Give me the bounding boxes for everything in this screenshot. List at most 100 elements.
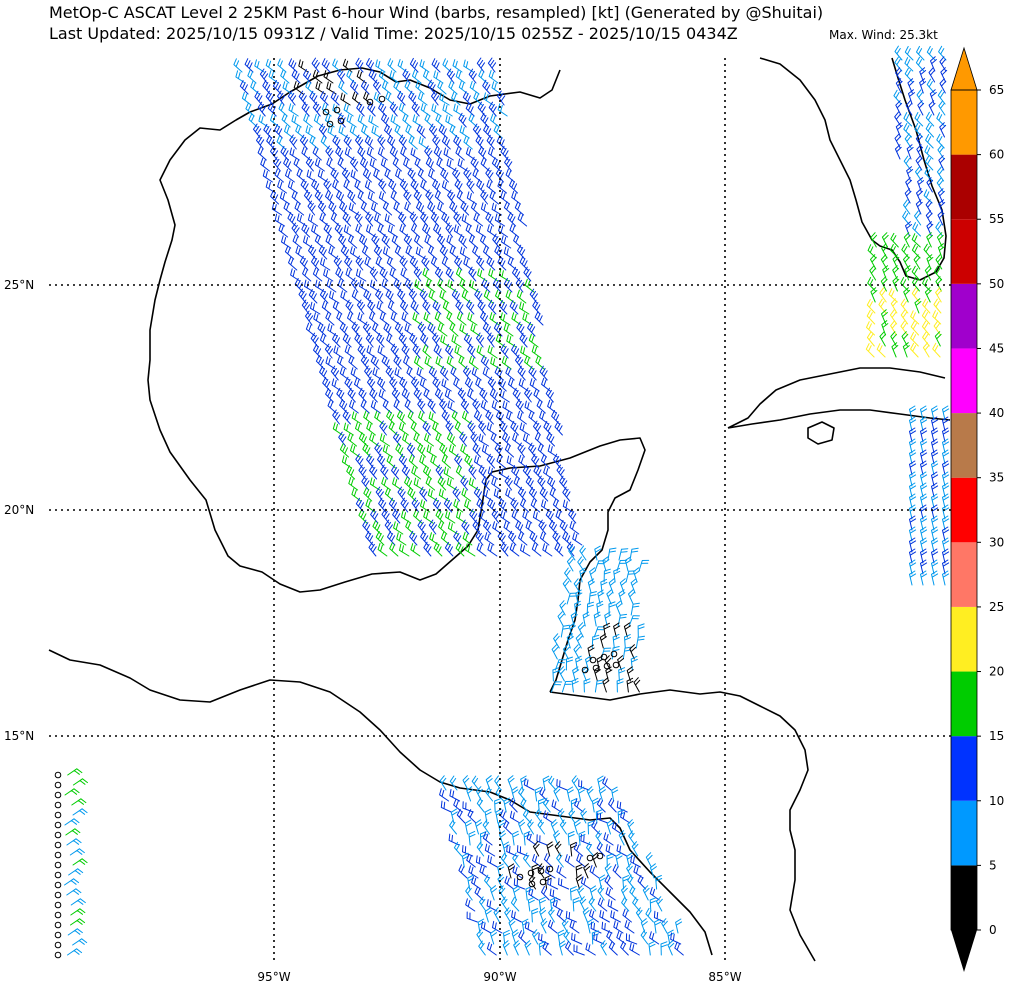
colorbar-tick-label: 50	[989, 277, 1004, 291]
wind-barb	[485, 409, 494, 425]
lon-label: 95°W	[257, 970, 290, 984]
wind-barb	[913, 254, 921, 270]
wind-barb	[416, 201, 426, 216]
wind-barb	[906, 166, 914, 182]
calm-wind-marker	[600, 653, 608, 661]
wind-barb	[440, 531, 451, 546]
wind-barb	[461, 487, 472, 502]
wind-barb	[355, 255, 364, 271]
wind-barb	[509, 810, 521, 824]
wind-barb	[488, 70, 499, 84]
wind-barb	[633, 567, 641, 583]
wind-barb	[287, 90, 297, 106]
wind-barb	[300, 178, 309, 194]
wind-barb	[463, 167, 472, 183]
wind-barb	[370, 508, 379, 524]
wind-barb	[645, 852, 653, 868]
wind-barb	[434, 388, 444, 403]
wind-barb	[486, 134, 495, 150]
wind-barb	[64, 878, 80, 886]
wind-barb	[456, 311, 467, 326]
wind-barb	[472, 168, 482, 183]
wind-barb	[500, 145, 509, 161]
wind-barb	[559, 600, 566, 616]
wind-barb	[287, 212, 297, 227]
wind-barb	[317, 200, 327, 216]
wind-barb	[916, 188, 923, 204]
wind-barb	[546, 841, 554, 857]
wind-barb	[911, 233, 921, 248]
wind-barb	[417, 91, 428, 106]
wind-barb	[536, 834, 548, 846]
wind-barb	[557, 611, 565, 627]
wind-barb	[905, 177, 912, 193]
wind-barb	[325, 190, 334, 205]
wind-barb	[620, 810, 631, 824]
wind-barb	[338, 431, 347, 447]
wind-barb	[403, 355, 413, 370]
wind-barb	[558, 940, 566, 956]
wind-barb	[449, 124, 459, 139]
wind-barb	[318, 123, 328, 139]
wind-barb	[523, 778, 535, 791]
wind-barb	[400, 146, 410, 161]
colorbar-segment	[951, 671, 977, 737]
wind-barb	[400, 267, 411, 282]
wind-barb	[375, 531, 385, 546]
wind-barb	[942, 416, 950, 432]
wind-barb	[409, 57, 419, 73]
wind-barb	[422, 299, 431, 315]
wind-barb	[483, 124, 492, 139]
wind-barb	[233, 58, 243, 73]
wind-barb	[288, 256, 298, 271]
wind-barb	[931, 416, 939, 432]
wind-barb	[272, 80, 282, 95]
wind-barb	[339, 367, 350, 381]
wind-barb	[303, 189, 313, 205]
wind-barb	[904, 188, 912, 204]
wind-barb	[569, 520, 580, 535]
wind-barb	[482, 831, 493, 846]
wind-barb	[403, 157, 413, 172]
wind-barb	[390, 190, 400, 205]
colorbar-max-arrow	[950, 46, 978, 91]
wind-barb	[355, 57, 364, 73]
wind-barb	[348, 477, 359, 491]
wind-barb	[920, 482, 928, 498]
wind-barb	[587, 578, 595, 594]
wind-barb	[374, 213, 385, 227]
wind-barb	[529, 378, 540, 392]
wind-barb	[942, 427, 950, 443]
wind-barb	[361, 124, 371, 139]
wind-barb	[440, 366, 449, 381]
wind-barb	[528, 486, 538, 502]
colorbar-tick-label: 25	[989, 600, 1004, 614]
wind-barb	[564, 567, 572, 583]
wind-barb	[506, 455, 517, 469]
colorbar-tick-label: 45	[989, 341, 1004, 355]
wind-barb	[580, 808, 587, 824]
wind-barb	[628, 830, 636, 846]
wind-barb	[296, 213, 308, 227]
wind-barb	[903, 112, 913, 127]
calm-wind-marker	[54, 881, 62, 889]
wind-barb	[455, 69, 466, 84]
wind-barb	[920, 548, 928, 564]
wind-barb	[312, 101, 321, 117]
wind-barb	[629, 644, 637, 660]
wind-barb	[291, 190, 301, 205]
wind-barb	[597, 885, 605, 901]
wind-barb	[390, 114, 401, 128]
wind-barb	[870, 232, 878, 248]
wind-barb	[920, 570, 928, 586]
wind-barb	[385, 365, 394, 381]
wind-barb	[520, 543, 531, 557]
wind-barb	[414, 355, 424, 370]
wind-barb	[487, 376, 496, 392]
wind-barb	[488, 101, 497, 117]
wind-barb	[485, 786, 494, 802]
wind-barb	[266, 134, 275, 150]
wind-barb	[523, 831, 531, 846]
wind-barb	[881, 232, 889, 248]
wind-barb	[408, 288, 417, 304]
